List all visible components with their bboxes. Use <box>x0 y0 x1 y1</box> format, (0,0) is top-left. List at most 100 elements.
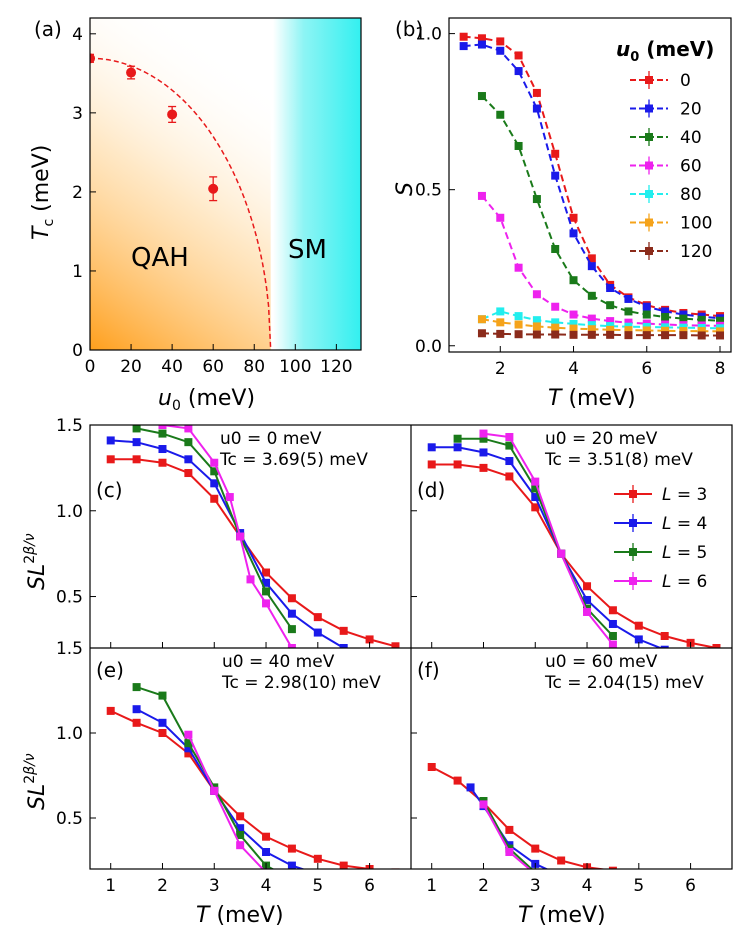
x-tick-label: 6 <box>685 876 696 896</box>
data-point <box>551 171 560 180</box>
data-point <box>287 609 296 618</box>
series-line <box>431 463 717 648</box>
legend-marker <box>645 133 653 141</box>
data-point <box>532 88 541 97</box>
data-point <box>132 425 141 433</box>
data-point <box>210 467 219 476</box>
data-point <box>158 425 167 429</box>
data-point <box>679 331 688 340</box>
data-point <box>210 458 219 467</box>
data-point <box>532 316 541 325</box>
data-point <box>587 291 596 300</box>
data-point <box>514 67 523 76</box>
data-point <box>453 776 462 785</box>
legend-marker <box>629 519 637 527</box>
data-point <box>697 331 706 340</box>
axes-frame-a <box>89 17 362 351</box>
series-line <box>110 458 396 648</box>
data-point <box>587 330 596 339</box>
data-point <box>313 613 322 622</box>
data-point <box>569 310 578 319</box>
data-point <box>569 319 578 328</box>
data-point <box>716 327 725 336</box>
data-point <box>496 213 505 222</box>
data-point <box>608 619 617 628</box>
data-point <box>106 455 115 464</box>
data-point <box>184 455 193 464</box>
data-point <box>106 436 115 445</box>
data-point <box>532 322 541 331</box>
legend-label: 120 <box>680 242 712 262</box>
data-point <box>479 463 488 472</box>
data-point <box>514 330 523 339</box>
legend-marker <box>629 577 637 585</box>
y-tick-label: 1.0 <box>56 724 83 744</box>
data-point <box>569 229 578 238</box>
x-tick-label: 3 <box>209 876 220 896</box>
panel-c: (c) u0 = 0 meV Tc = 3.69(5) meV <box>96 425 400 648</box>
data-point <box>184 744 193 753</box>
data-point <box>532 104 541 113</box>
y-tick-label: 0.5 <box>56 809 83 829</box>
legend-label: 60 <box>680 157 702 177</box>
series-line <box>110 439 345 648</box>
legend-marker <box>645 76 653 84</box>
data-point <box>697 327 706 336</box>
data-point <box>531 477 540 486</box>
data-point <box>496 37 505 46</box>
data-point <box>608 640 617 648</box>
data-point <box>514 312 523 321</box>
data-point <box>661 313 670 322</box>
legend-label: 80 <box>680 185 702 205</box>
data-point <box>496 307 505 316</box>
data-point <box>246 575 255 584</box>
x-tick-label: 2 <box>478 876 489 896</box>
data-point <box>365 635 374 644</box>
y-tick-label: 3 <box>72 104 83 124</box>
data-point <box>606 325 615 334</box>
data-point <box>557 856 566 865</box>
data-point <box>634 621 643 630</box>
data-point <box>624 307 633 316</box>
data-point <box>158 718 167 727</box>
legend-marker <box>645 161 653 170</box>
data-point <box>427 763 436 771</box>
ylabel-top-row: SL2β/ν <box>22 533 50 590</box>
x-tick-label: 4 <box>582 876 593 896</box>
data-point <box>262 599 271 608</box>
x-tick-label: 1 <box>105 876 116 896</box>
data-point <box>551 302 560 311</box>
data-point <box>313 628 322 637</box>
data-point <box>210 479 219 488</box>
data-point <box>453 434 462 443</box>
data-point <box>583 582 592 591</box>
data-point <box>477 329 486 338</box>
data-point <box>427 460 436 469</box>
data-point <box>225 493 234 502</box>
series-line <box>431 446 664 648</box>
data-point <box>532 195 541 204</box>
data-point <box>608 866 617 869</box>
data-point <box>106 706 115 715</box>
legend-label: 0 <box>680 71 691 91</box>
legend-label: L = 5 <box>662 543 707 563</box>
data-point <box>427 443 436 452</box>
data-point <box>288 875 296 883</box>
data-point <box>459 42 468 51</box>
x-tick-label: 4 <box>261 876 272 896</box>
legend-marker <box>645 218 653 227</box>
legend-marker <box>645 104 653 113</box>
data-point <box>583 595 592 604</box>
data-point <box>287 644 296 648</box>
data-point <box>660 645 669 648</box>
data-point <box>606 330 615 339</box>
data-point <box>569 276 578 285</box>
data-point <box>679 314 688 323</box>
data-point <box>479 429 488 438</box>
data-point <box>608 631 617 640</box>
data-point <box>569 324 578 333</box>
series-e <box>106 683 400 883</box>
ylabel-b: S <box>393 182 418 196</box>
panel-label-d: (d) <box>417 478 445 502</box>
panel-e: (e) u0 = 40 meV Tc = 2.98(10) meV <box>96 652 400 883</box>
